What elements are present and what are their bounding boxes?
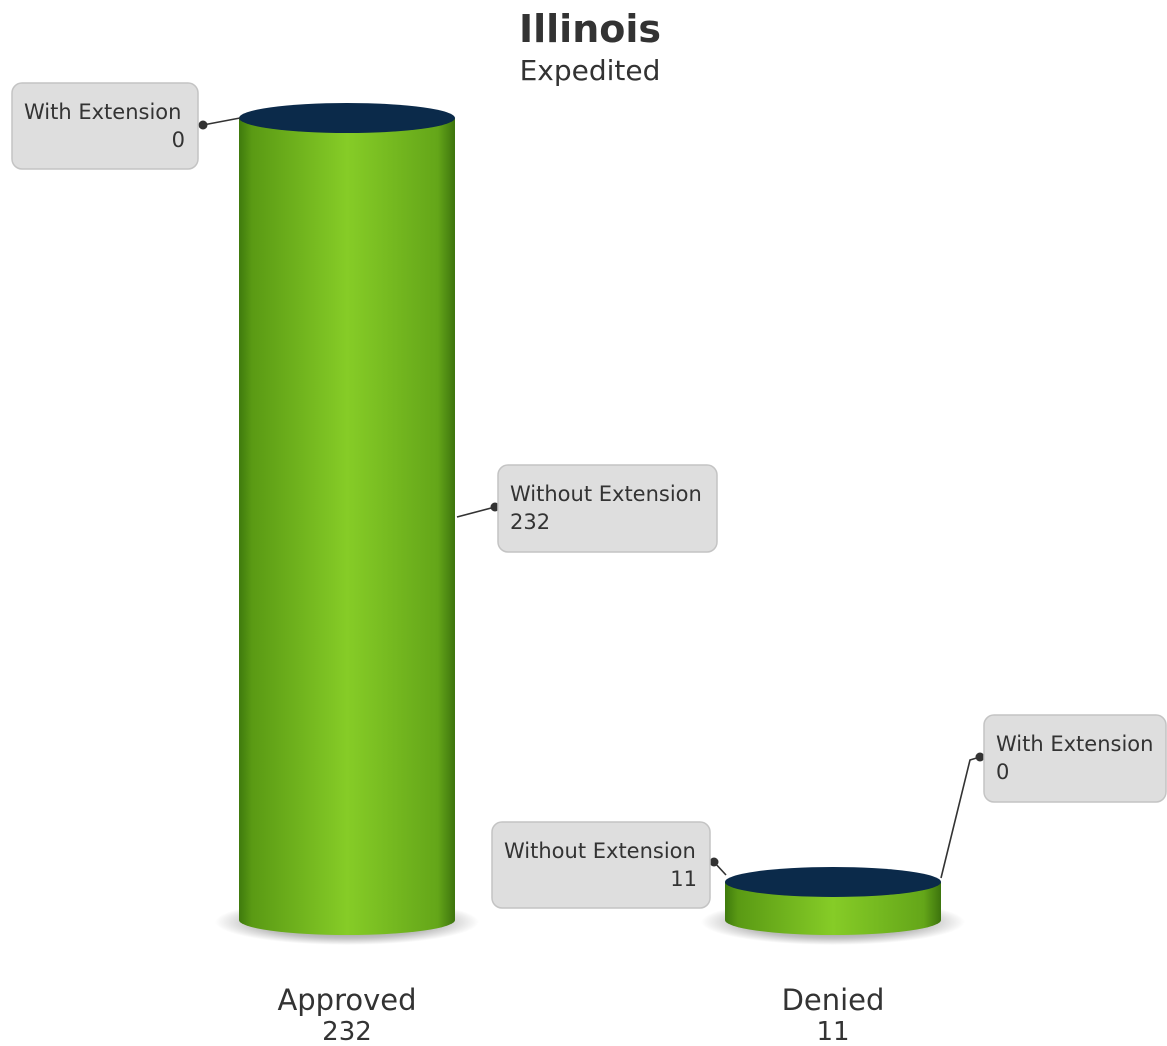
category-label: Approved — [277, 983, 416, 1017]
chart-title: Illinois — [519, 7, 661, 51]
data-callout: Without Extension 11 — [491, 821, 727, 909]
bar-top-denied — [725, 866, 941, 897]
callout-series-name: With Extension — [996, 732, 1153, 756]
category-total: 11 — [816, 1017, 849, 1046]
bars-layer — [215, 103, 965, 945]
callout-series-name: Without Extension — [510, 482, 702, 506]
callout-value: 0 — [172, 128, 185, 152]
callout-value: 232 — [510, 510, 550, 534]
bar-approved — [239, 118, 455, 935]
category-total: 232 — [322, 1017, 372, 1046]
callout-series-name: With Extension — [24, 100, 181, 124]
callout-leader — [202, 117, 241, 126]
data-callout: With Extension 0 — [940, 714, 1167, 879]
callout-box — [497, 464, 718, 553]
callout-box — [491, 821, 711, 909]
callout-box — [11, 82, 199, 170]
callout-box — [983, 714, 1167, 803]
callout-value: 0 — [996, 760, 1009, 784]
callout-leader — [456, 506, 496, 518]
bar-denied — [725, 881, 941, 935]
data-callout: With Extension 0 — [11, 82, 241, 170]
callout-dot — [975, 752, 985, 762]
category-label: Denied — [782, 983, 885, 1017]
callout-dot — [198, 120, 208, 130]
callout-dot — [709, 857, 719, 867]
callout-series-name: Without Extension — [504, 839, 696, 863]
callout-value: 11 — [670, 867, 697, 891]
data-callout: Without Extension 232 — [456, 464, 718, 553]
chart-subtitle: Expedited — [520, 54, 661, 87]
callout-leader — [940, 756, 981, 879]
bar-top-approved — [239, 103, 455, 133]
